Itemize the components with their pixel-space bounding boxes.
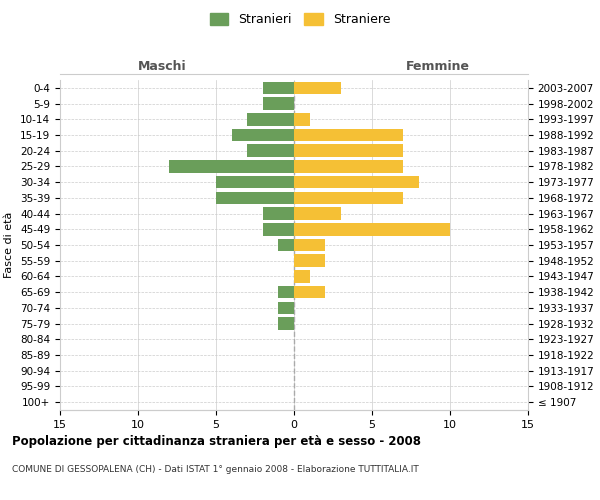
Bar xyxy=(294,254,325,267)
Bar xyxy=(294,270,310,282)
Bar xyxy=(247,113,294,126)
Text: Maschi: Maschi xyxy=(137,60,187,72)
Bar xyxy=(216,192,294,204)
Bar xyxy=(169,160,294,172)
Bar xyxy=(294,238,325,252)
Text: Femmine: Femmine xyxy=(406,60,470,72)
Bar xyxy=(294,82,341,94)
Bar xyxy=(294,160,403,172)
Bar xyxy=(294,286,325,298)
Bar xyxy=(294,144,403,157)
Bar xyxy=(263,98,294,110)
Bar xyxy=(278,302,294,314)
Bar xyxy=(294,128,403,141)
Bar xyxy=(247,144,294,157)
Bar xyxy=(216,176,294,188)
Bar xyxy=(263,208,294,220)
Bar xyxy=(294,208,341,220)
Text: COMUNE DI GESSOPALENA (CH) - Dati ISTAT 1° gennaio 2008 - Elaborazione TUTTITALI: COMUNE DI GESSOPALENA (CH) - Dati ISTAT … xyxy=(12,465,419,474)
Y-axis label: Fasce di età: Fasce di età xyxy=(4,212,14,278)
Bar xyxy=(278,286,294,298)
Text: Popolazione per cittadinanza straniera per età e sesso - 2008: Popolazione per cittadinanza straniera p… xyxy=(12,435,421,448)
Bar xyxy=(263,223,294,235)
Bar xyxy=(294,176,419,188)
Bar xyxy=(294,192,403,204)
Bar xyxy=(278,318,294,330)
Bar xyxy=(278,238,294,252)
Bar xyxy=(232,128,294,141)
Bar xyxy=(294,223,450,235)
Bar xyxy=(263,82,294,94)
Legend: Stranieri, Straniere: Stranieri, Straniere xyxy=(206,8,394,30)
Bar xyxy=(294,113,310,126)
